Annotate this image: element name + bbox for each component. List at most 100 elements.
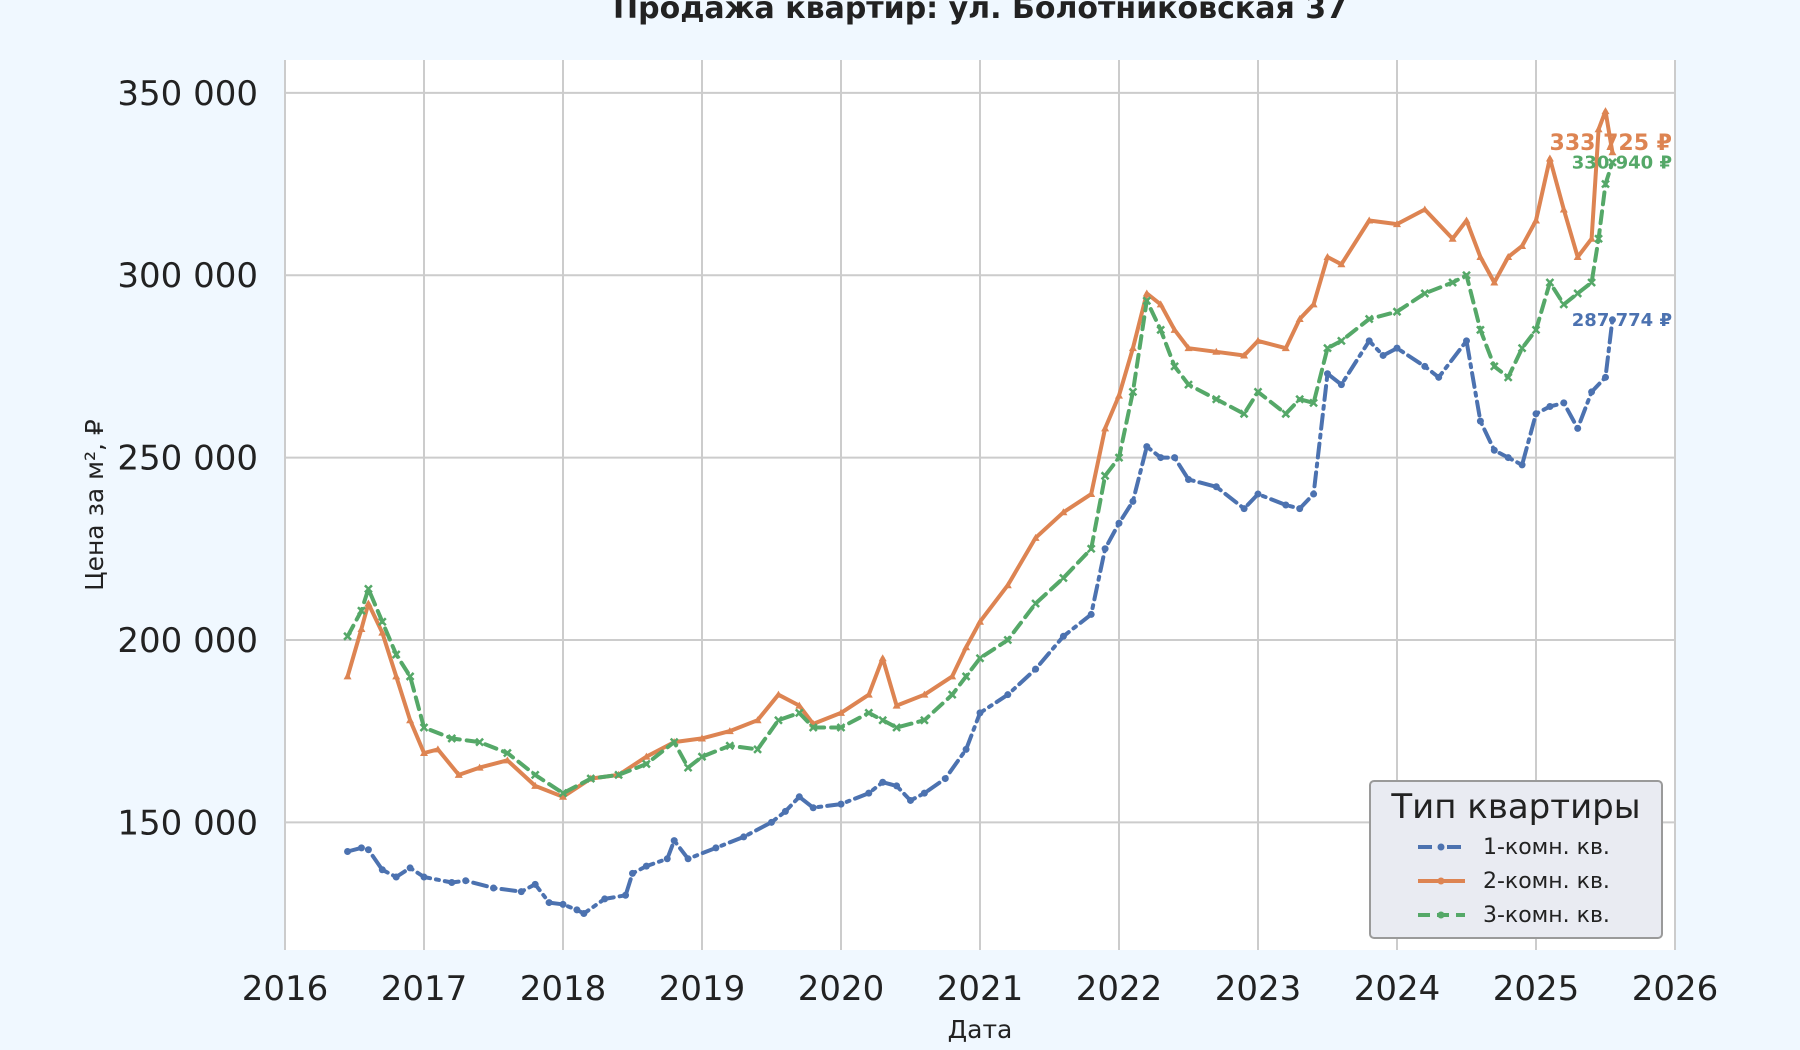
data-point <box>642 752 651 760</box>
end-value-labels: 287 774 ₽ 333 725 ₽330 940 ₽ <box>1550 131 1672 331</box>
legend-box <box>1369 780 1663 939</box>
data-point <box>893 782 901 790</box>
data-point <box>781 807 789 815</box>
data-point <box>420 873 428 881</box>
data-point <box>1253 387 1263 397</box>
data-point <box>503 748 512 758</box>
data-point <box>1517 343 1527 353</box>
data-point <box>1559 300 1569 309</box>
data-point <box>1588 388 1596 396</box>
data-point <box>573 906 581 914</box>
data-point <box>1059 508 1068 516</box>
data-point <box>697 752 707 762</box>
data-point <box>1463 337 1470 345</box>
data-point <box>725 741 735 751</box>
data-point <box>1295 314 1304 322</box>
data-point <box>1211 394 1221 404</box>
data-point <box>405 672 415 681</box>
data-point <box>642 759 651 769</box>
legend-item: 1-комн. кв. <box>1418 835 1610 860</box>
data-point <box>1573 252 1582 260</box>
data-point <box>1420 205 1429 213</box>
data-point <box>406 864 414 872</box>
x-tick-label: 2017 <box>381 969 468 1009</box>
data-point <box>601 895 609 903</box>
data-point <box>1309 300 1318 308</box>
data-point <box>1184 344 1193 352</box>
data-point <box>1448 278 1457 287</box>
data-point <box>976 617 984 625</box>
data-point <box>1156 300 1165 308</box>
y-tick-labels: 150 000 200 000 250 000 300 000 350 000 <box>117 74 258 844</box>
x-tick-label: 2026 <box>1632 969 1719 1009</box>
data-point <box>530 770 540 780</box>
data-point <box>1143 443 1151 451</box>
data-point <box>531 880 539 888</box>
data-point <box>357 844 365 852</box>
data-point <box>1393 344 1401 352</box>
data-point <box>1608 316 1616 324</box>
data-point <box>1087 490 1096 498</box>
series-3 <box>343 157 1617 798</box>
legend-marker <box>1437 877 1445 885</box>
data-point <box>864 708 874 718</box>
data-point <box>976 709 984 717</box>
data-point <box>1185 475 1192 483</box>
data-point <box>1100 471 1110 481</box>
data-point <box>809 804 817 812</box>
data-point <box>559 792 567 800</box>
x-tick-label: 2022 <box>1076 969 1163 1009</box>
data-point <box>878 715 888 725</box>
data-point <box>1059 632 1067 640</box>
data-point <box>698 734 706 742</box>
data-point <box>947 690 957 700</box>
chart-title: Продажа квартир: ул. Болотниковская 37 <box>613 0 1347 26</box>
data-point <box>1531 325 1541 335</box>
y-tick-label: 300 000 <box>117 256 258 296</box>
data-point <box>1337 260 1346 268</box>
data-point <box>774 715 783 725</box>
data-point <box>670 837 678 845</box>
data-point <box>892 701 901 709</box>
data-point <box>1129 497 1137 505</box>
data-point <box>948 672 957 680</box>
data-point <box>1532 216 1540 224</box>
data-point <box>1532 410 1540 418</box>
data-point <box>1587 234 1596 242</box>
data-point <box>419 723 429 732</box>
legend-label: 3-комн. кв. <box>1483 903 1610 928</box>
data-point <box>1101 424 1110 432</box>
data-point <box>962 643 971 651</box>
data-point <box>391 650 401 659</box>
data-point <box>1518 461 1526 469</box>
data-point <box>490 884 497 892</box>
data-point <box>614 770 623 780</box>
y-tick-label: 200 000 <box>117 621 258 661</box>
data-point <box>1115 519 1123 527</box>
data-point <box>1087 610 1095 618</box>
data-point <box>1503 372 1513 382</box>
data-point <box>558 788 568 798</box>
data-point <box>892 723 901 732</box>
data-point <box>794 708 804 718</box>
data-point <box>1059 573 1068 583</box>
data-point <box>580 910 588 918</box>
data-point <box>1157 454 1165 462</box>
data-point <box>837 708 845 716</box>
data-point <box>1281 409 1291 419</box>
x-tick-label: 2021 <box>937 969 1024 1009</box>
data-point <box>1239 409 1249 419</box>
data-point <box>1601 107 1610 115</box>
data-point <box>1254 336 1262 344</box>
data-point <box>1240 505 1248 513</box>
data-point <box>1518 242 1527 250</box>
data-point <box>1545 154 1554 162</box>
data-point <box>378 866 386 874</box>
data-point <box>1489 362 1499 371</box>
data-point <box>753 716 762 724</box>
data-point <box>1435 373 1443 381</box>
end-value-label: 330 940 ₽ <box>1572 152 1672 173</box>
grid-lines <box>284 60 1676 950</box>
data-point <box>1101 545 1109 553</box>
